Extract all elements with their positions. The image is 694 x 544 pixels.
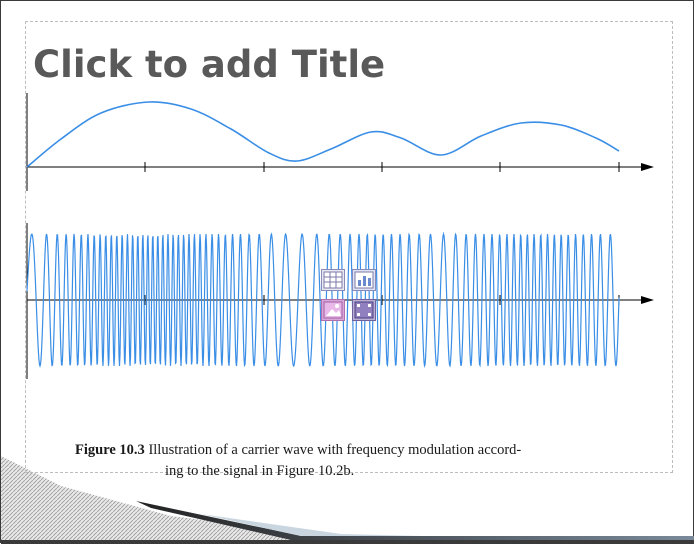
caption-line-1: Figure 10.3 Illustration of a carrier wa…: [75, 442, 521, 458]
content-placeholder[interactable]: [25, 21, 673, 473]
content-insert-icons: [321, 269, 379, 323]
caption-label: Figure 10.3: [75, 442, 145, 458]
fm-carrier-wave: [26, 231, 620, 368]
caption-text-2: ing to the signal in Figure 10.2b.: [165, 463, 355, 479]
insert-media-icon[interactable]: [352, 299, 376, 321]
carrier-axis-arrow: [641, 296, 654, 304]
slide-title-placeholder[interactable]: Click to add Title: [33, 43, 386, 86]
figure-caption: Figure 10.3 Illustration of a carrier wa…: [75, 440, 615, 482]
caption-text-1: Illustration of a carrier wave with freq…: [144, 442, 522, 458]
insert-picture-icon[interactable]: [321, 299, 345, 321]
signal-axis-arrow: [641, 163, 654, 171]
insert-chart-icon[interactable]: [352, 269, 376, 291]
insert-table-icon[interactable]: [321, 269, 345, 291]
modulating-signal-curve: [26, 101, 620, 168]
decorative-band: [1, 456, 694, 544]
